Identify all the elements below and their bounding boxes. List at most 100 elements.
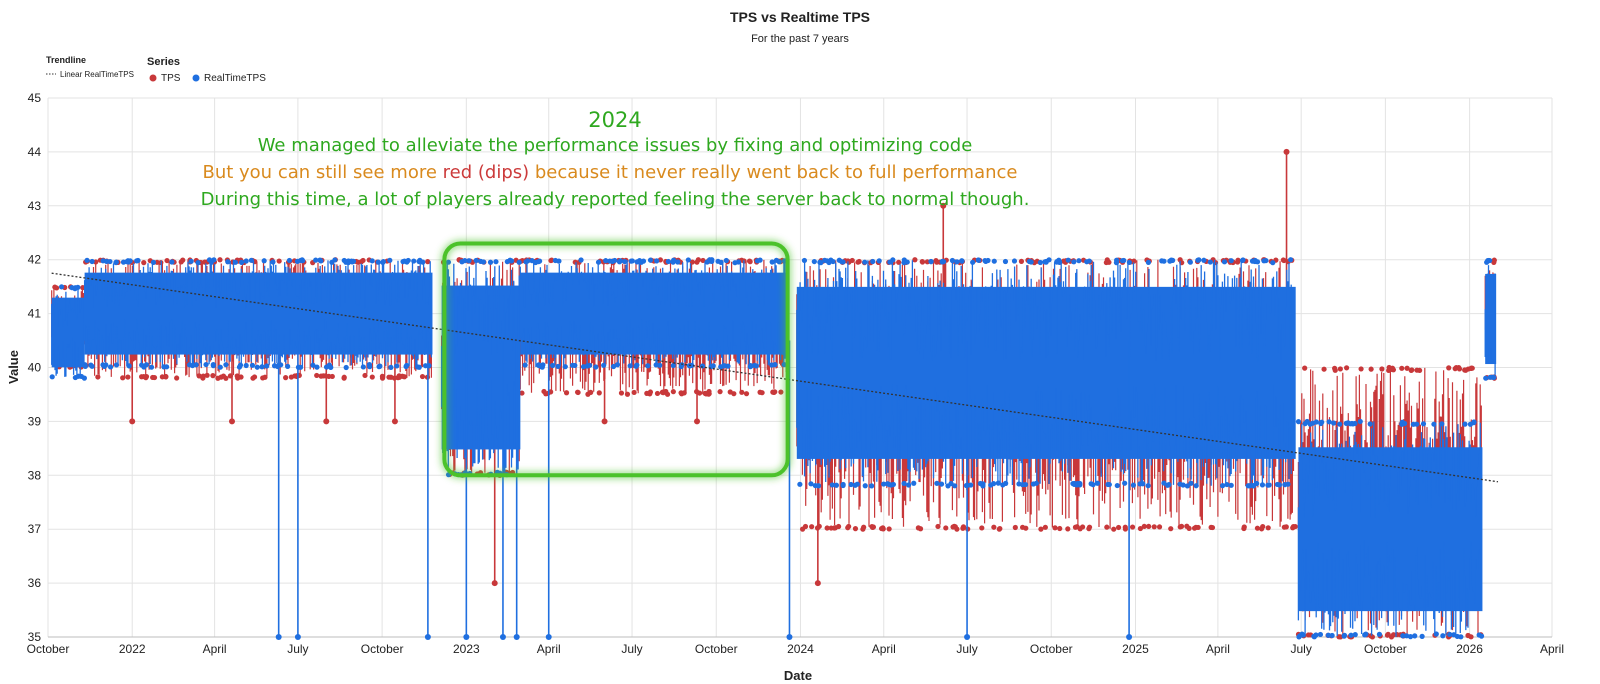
series-point-tps xyxy=(388,374,394,380)
series-point-tps xyxy=(717,389,723,395)
series-point-tps xyxy=(1408,367,1414,374)
series-point-realtimetps xyxy=(225,259,231,265)
series-point-realtimetps xyxy=(862,483,868,489)
series-point-realtimetps xyxy=(107,258,113,265)
series-point-realtimetps xyxy=(817,259,823,265)
series-point-realtimetps xyxy=(901,480,907,487)
trendline-realtimetps xyxy=(51,272,1499,483)
series-point-tps xyxy=(919,258,925,265)
series-line-realtimetps xyxy=(1484,265,1496,375)
series-point-realtimetps xyxy=(411,258,417,264)
series-point-realtimetps xyxy=(367,364,373,370)
series-point-realtimetps xyxy=(1076,258,1082,264)
series-point-realtimetps xyxy=(685,257,691,263)
series-point-tps xyxy=(1283,524,1289,530)
series-point-realtimetps xyxy=(901,257,907,263)
series-point-realtimetps xyxy=(387,257,393,263)
series-point-realtimetps xyxy=(1011,258,1018,264)
series-point-tps xyxy=(814,580,821,587)
series-point-tps xyxy=(870,524,876,530)
series-point-realtimetps xyxy=(1037,259,1043,266)
series-point-tps xyxy=(1137,525,1143,532)
series-point-realtimetps xyxy=(633,363,639,369)
series-point-realtimetps xyxy=(586,362,593,368)
series-point-realtimetps xyxy=(343,259,349,265)
series-point-realtimetps xyxy=(1261,258,1267,264)
x-tick-label: 2025 xyxy=(1122,642,1149,656)
series-point-tps xyxy=(663,388,669,395)
series-point-tps xyxy=(618,390,625,396)
series-point-realtimetps xyxy=(1410,421,1416,427)
series-point-tps xyxy=(1065,526,1071,532)
series-point-tps xyxy=(940,202,947,209)
series-point-realtimetps xyxy=(445,259,452,265)
series-line-realtimetps xyxy=(83,259,433,368)
y-axis: 35 36 37 38 39 40 41 42 43 44 45 xyxy=(28,91,42,644)
series-point-realtimetps xyxy=(735,259,742,265)
series-point-tps xyxy=(425,259,431,265)
series-point-realtimetps xyxy=(275,634,282,640)
series-point-tps xyxy=(855,259,861,265)
y-tick-label: 40 xyxy=(28,361,42,375)
series-point-realtimetps xyxy=(1302,421,1308,427)
series-point-realtimetps xyxy=(188,258,194,264)
series-point-tps xyxy=(824,525,830,531)
series-point-realtimetps xyxy=(522,362,528,368)
series-point-tps xyxy=(120,375,126,381)
series-point-realtimetps xyxy=(1130,482,1137,488)
series-point-tps xyxy=(1463,367,1469,373)
series-point-realtimetps xyxy=(150,259,157,265)
series-point-realtimetps xyxy=(808,481,814,487)
series-point-realtimetps xyxy=(928,258,934,265)
series-point-realtimetps xyxy=(403,363,409,370)
series-point-tps xyxy=(747,259,753,265)
series-point-tps xyxy=(912,257,918,263)
series-point-realtimetps xyxy=(647,257,654,263)
series-point-tps xyxy=(360,257,366,264)
series-point-realtimetps xyxy=(629,258,635,264)
series-point-realtimetps xyxy=(603,258,609,264)
series-point-realtimetps xyxy=(887,259,893,265)
series-point-realtimetps xyxy=(675,259,681,265)
series-point-realtimetps xyxy=(1357,418,1363,425)
series-point-tps xyxy=(1122,526,1128,532)
series-point-realtimetps xyxy=(1402,420,1408,427)
series-point-realtimetps xyxy=(906,482,912,488)
series-point-realtimetps xyxy=(976,257,982,263)
series-point-realtimetps xyxy=(1348,632,1354,638)
series-point-tps xyxy=(574,389,581,395)
series-point-realtimetps xyxy=(1054,259,1060,265)
series-point-realtimetps xyxy=(552,257,559,264)
series-point-realtimetps xyxy=(938,481,945,487)
series-point-tps xyxy=(935,523,941,530)
series-point-realtimetps xyxy=(529,258,535,264)
series-point-realtimetps xyxy=(217,364,223,370)
series-point-realtimetps xyxy=(424,634,431,640)
series-point-realtimetps xyxy=(377,363,383,369)
series-point-tps xyxy=(519,390,525,396)
series-point-tps xyxy=(828,525,834,531)
series-point-tps xyxy=(996,526,1002,532)
series-point-realtimetps xyxy=(124,259,130,265)
series-point-realtimetps xyxy=(271,363,278,369)
series-point-realtimetps xyxy=(84,257,90,263)
series-point-realtimetps xyxy=(645,363,651,369)
x-tick-label: October xyxy=(1364,642,1407,656)
x-tick-label: April xyxy=(1206,642,1230,656)
series-point-realtimetps xyxy=(980,483,986,489)
series-point-tps xyxy=(1379,366,1385,372)
series-point-realtimetps xyxy=(375,259,381,265)
series-point-realtimetps xyxy=(504,259,510,265)
series-point-tps xyxy=(1446,365,1452,371)
series-point-realtimetps xyxy=(1325,632,1331,638)
x-tick-label: April xyxy=(872,642,896,656)
y-tick-label: 37 xyxy=(28,522,42,536)
series-point-realtimetps xyxy=(1376,631,1383,637)
series-point-realtimetps xyxy=(848,481,854,488)
series-point-realtimetps xyxy=(1188,480,1194,486)
series-point-realtimetps xyxy=(839,259,845,265)
series-point-tps xyxy=(809,524,815,530)
series-point-realtimetps xyxy=(995,480,1001,486)
series-point-tps xyxy=(860,526,866,532)
series-point-realtimetps xyxy=(270,259,276,265)
